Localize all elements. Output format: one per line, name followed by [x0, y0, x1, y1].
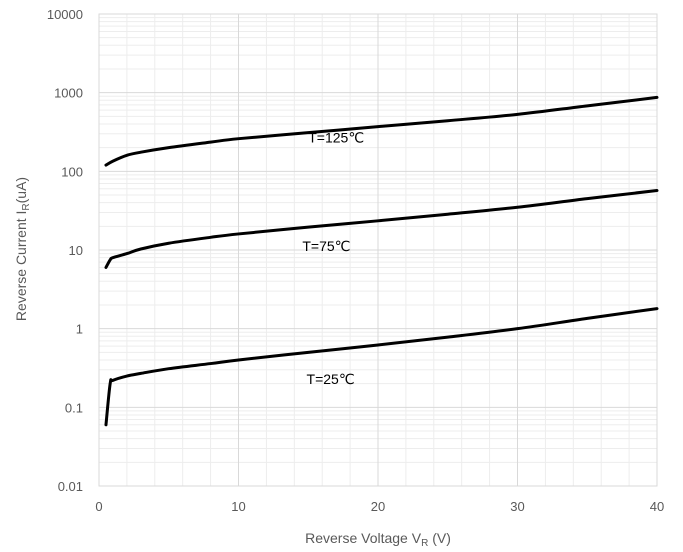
y-tick-label: 1	[76, 322, 83, 337]
x-axis-title-unit: (V)	[428, 530, 451, 546]
plot-area	[98, 13, 658, 487]
series-line-2	[104, 307, 659, 427]
y-axis-title: Reverse Current IR(uA)	[13, 177, 32, 321]
y-tick-label: 1000	[54, 86, 83, 101]
y-tick-label: 0.01	[58, 479, 83, 494]
y-tick-label: 0.1	[65, 400, 83, 415]
curve-label: T=75℃	[302, 238, 350, 254]
curve-label: T=25℃	[307, 371, 355, 387]
x-tick-label: 40	[650, 499, 664, 514]
x-tick-label: 0	[95, 499, 102, 514]
y-axis-title-unit: (uA)	[13, 177, 29, 203]
x-tick-labels: 0 10 20 30 40	[95, 499, 664, 514]
x-tick-label: 20	[371, 499, 385, 514]
series-line-1	[104, 189, 659, 269]
series-layer	[104, 95, 659, 427]
x-axis-title-text: Reverse Voltage V	[305, 530, 422, 546]
x-axis-title-subscript: R	[421, 538, 428, 549]
x-axis-title: Reverse Voltage VR (V)	[305, 530, 451, 549]
curve-label: T=125℃	[308, 129, 364, 145]
y-axis-title-subscript: R	[21, 203, 32, 210]
series-line-0	[104, 95, 659, 167]
y-tick-label: 100	[61, 164, 83, 179]
y-axis-title-text: Reverse Current I	[13, 211, 29, 321]
y-tick-labels: 0.01 0.1 1 10 100 1000 10000	[47, 7, 83, 494]
y-tick-label: 10000	[47, 7, 83, 22]
annotation-layer: T=125℃ T=75℃ T=25℃	[302, 129, 364, 386]
x-tick-label: 30	[510, 499, 524, 514]
y-tick-label: 10	[69, 243, 83, 258]
x-tick-label: 10	[231, 499, 245, 514]
